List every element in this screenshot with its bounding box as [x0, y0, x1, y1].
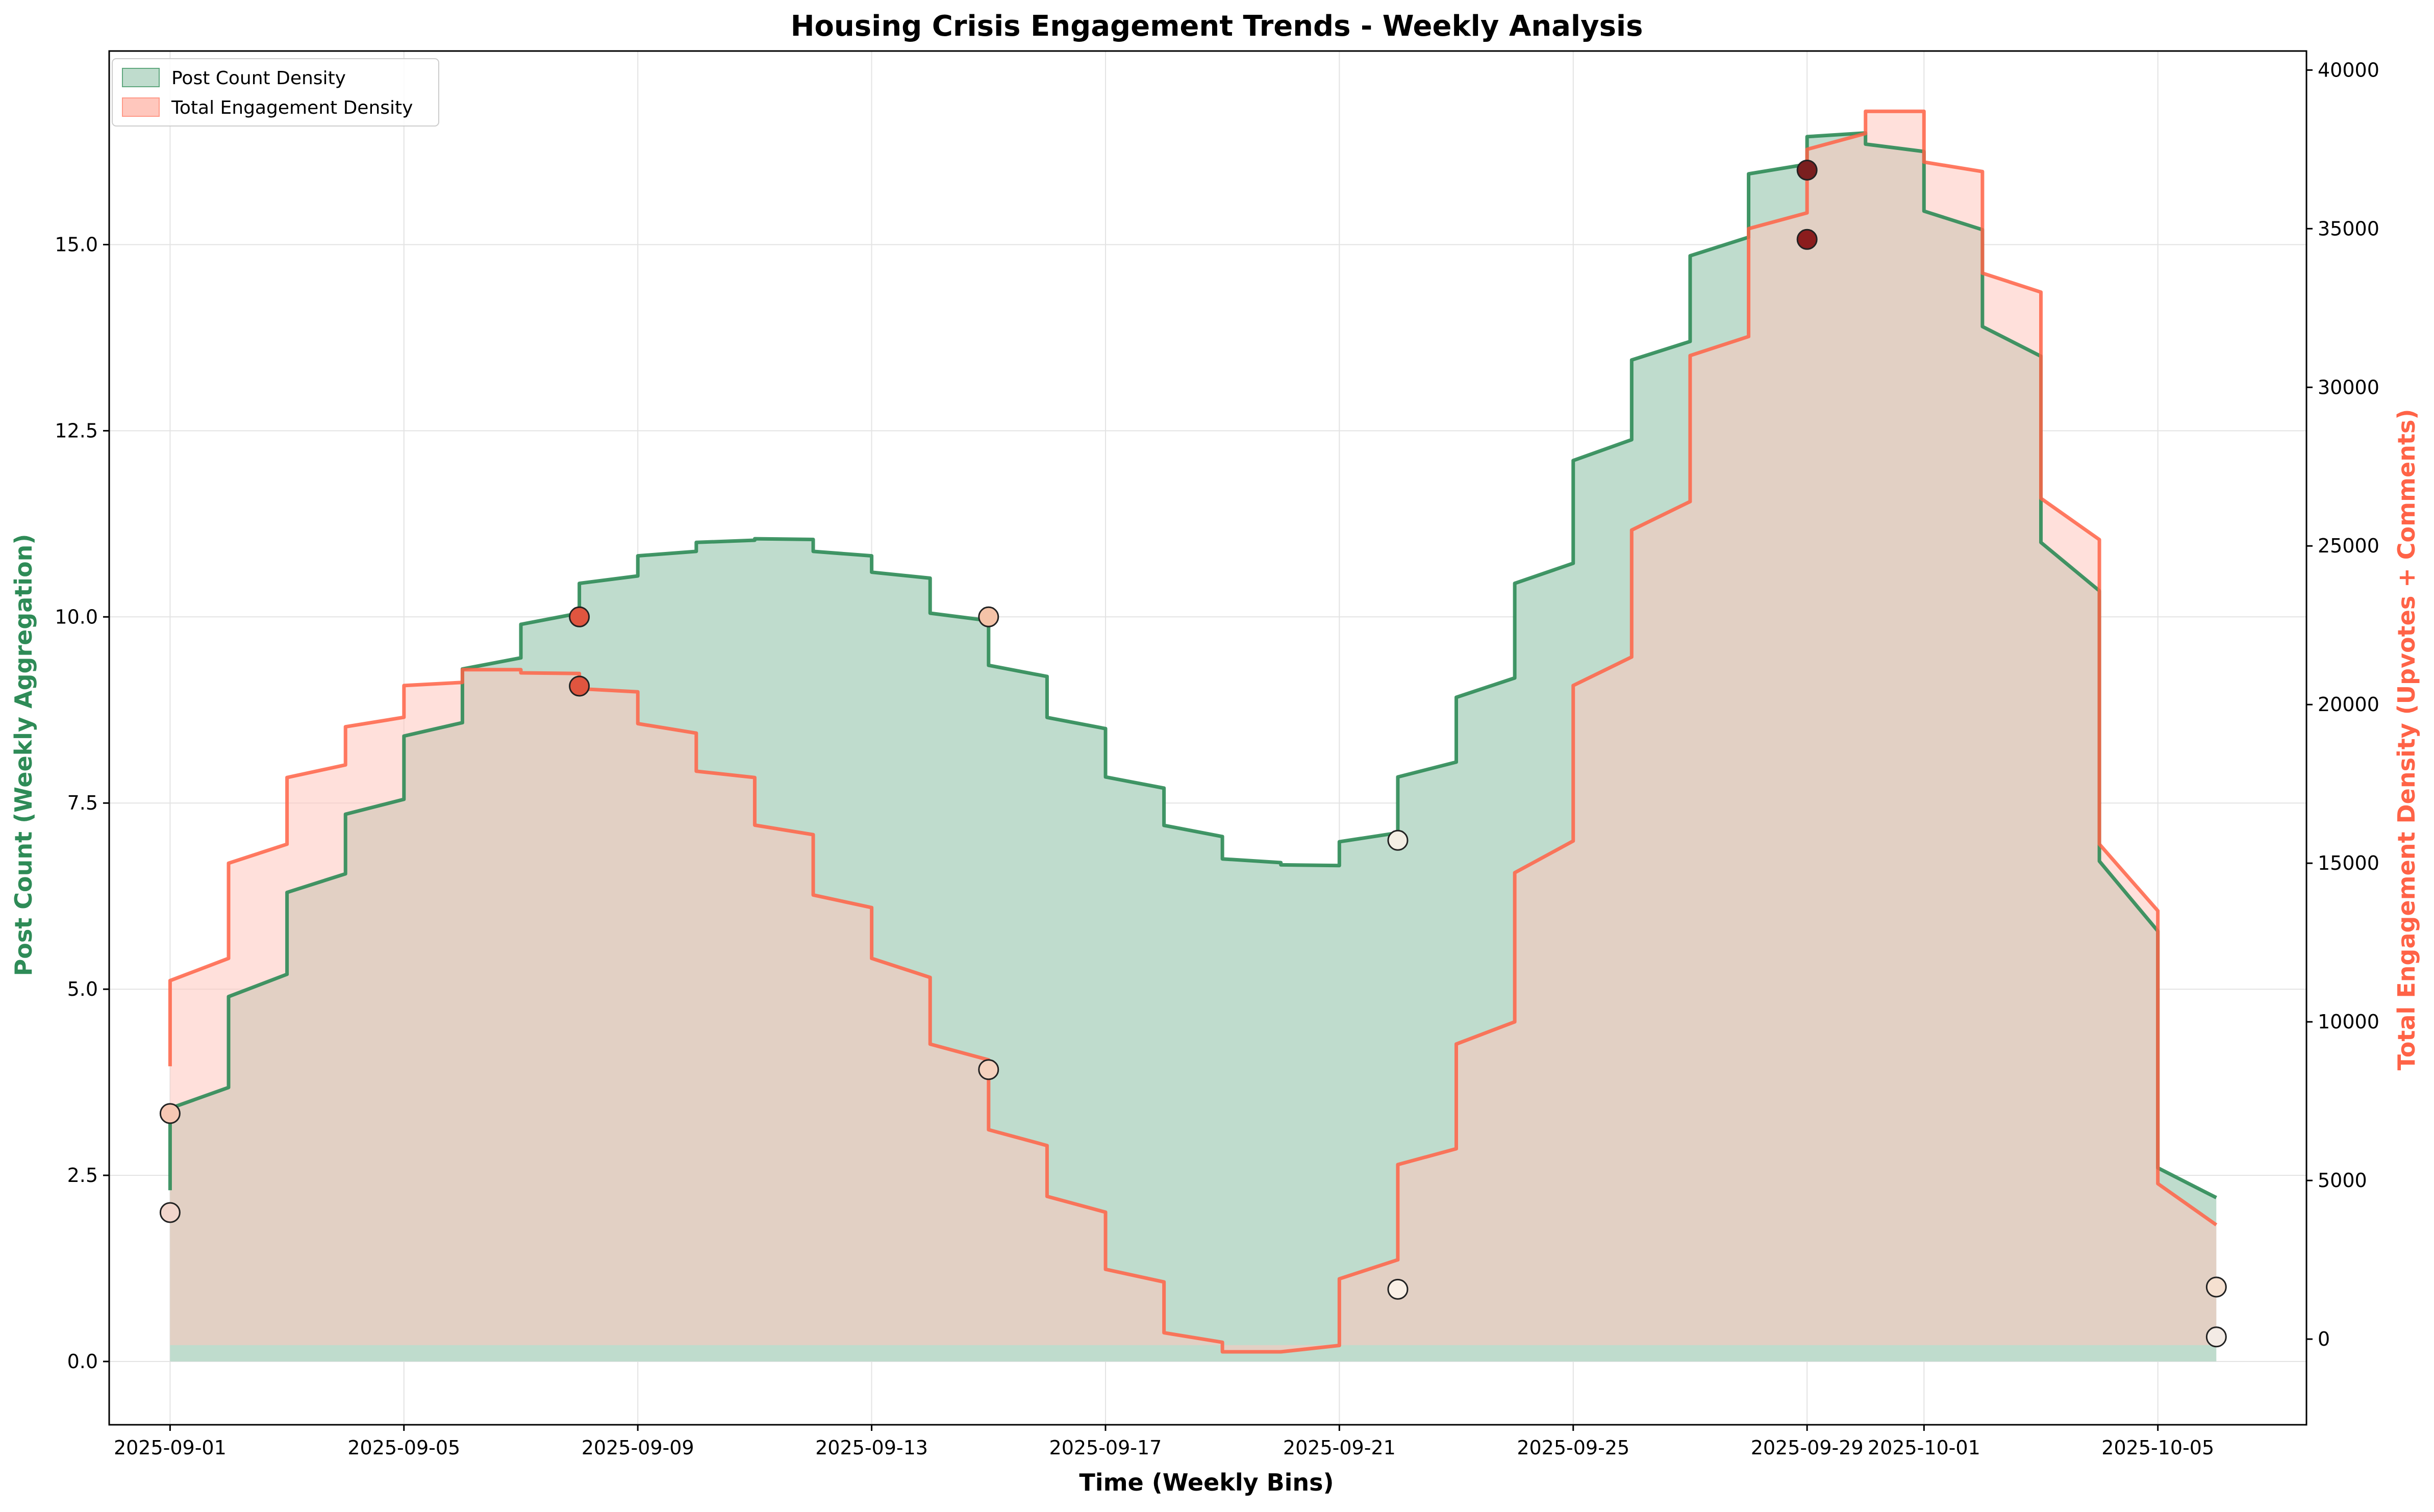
x-tick-label: 2025-09-13	[815, 1437, 928, 1459]
x-tick-label: 2025-10-05	[2101, 1437, 2214, 1459]
data-point-marker	[1796, 160, 1818, 181]
y2-tick-label: 35000	[2318, 217, 2379, 240]
data-point-marker	[1387, 829, 1409, 851]
y2-axis-ticks: 0 5000 10000 15000 20000 25000 30000 35000 40000	[2306, 59, 2379, 1350]
y2-tick-label: 25000	[2318, 535, 2379, 557]
y2-tick-label: 15000	[2318, 852, 2379, 874]
data-point-marker	[569, 606, 590, 627]
data-point-marker	[159, 1202, 181, 1223]
y-tick-label: 2.5	[67, 1164, 98, 1187]
legend: Post Count Density Total Engagement Dens…	[112, 58, 439, 127]
legend-label-engagement: Total Engagement Density	[171, 97, 413, 118]
x-tick-label: 2025-09-09	[582, 1437, 694, 1459]
y2-tick-label: 5000	[2318, 1169, 2367, 1192]
legend-label-posts: Post Count Density	[171, 68, 346, 89]
plot-frame	[108, 50, 2307, 1426]
y2-tick-label: 40000	[2318, 59, 2379, 81]
series-line-engagement	[168, 109, 2218, 1354]
area-fills	[170, 111, 2217, 1362]
x-tick-label: 2025-09-21	[1283, 1437, 1396, 1459]
x-axis-ticks: 2025-09-01 2025-09-05 2025-09-09 2025-09-13…	[114, 1425, 2214, 1459]
data-point-marker	[569, 675, 590, 697]
markers	[159, 160, 2227, 1348]
data-point-marker	[2205, 1276, 2227, 1298]
legend-swatch-engagement	[122, 97, 160, 117]
x-tick-label: 2025-09-25	[1517, 1437, 1629, 1459]
y-tick-label: 7.5	[67, 792, 98, 814]
y-tick-label: 12.5	[55, 419, 98, 442]
x-axis-label: Time (Weekly Bins)	[1079, 1469, 1334, 1496]
x-tick-label: 2025-09-17	[1049, 1437, 1162, 1459]
y-tick-label: 15.0	[55, 234, 98, 256]
y2-axis-label: Total Engagement Density (Upvotes + Comm…	[2393, 409, 2420, 1071]
x-tick-label: 2025-10-01	[1868, 1437, 1980, 1459]
y-axis-ticks: 0.0 2.5 5.0 7.5 10.0 12.5 15.0	[55, 234, 109, 1373]
legend-swatch-posts	[122, 68, 160, 87]
legend-box	[112, 58, 439, 127]
y-tick-label: 0.0	[67, 1350, 98, 1373]
data-point-marker	[978, 606, 999, 627]
data-point-marker	[1796, 229, 1818, 250]
y-axis-label: Post Count (Weekly Aggregation)	[10, 534, 37, 976]
x-tick-label: 2025-09-05	[347, 1437, 460, 1459]
data-point-marker	[159, 1103, 181, 1124]
chart-title: Housing Crisis Engagement Trends - Weekl…	[791, 10, 1643, 43]
data-point-marker	[978, 1059, 999, 1080]
data-point-marker	[1387, 1278, 1409, 1300]
y2-tick-label: 0	[2318, 1328, 2330, 1350]
y2-tick-label: 20000	[2318, 693, 2379, 716]
y2-tick-label: 30000	[2318, 376, 2379, 398]
y2-tick-label: 10000	[2318, 1011, 2379, 1033]
y-tick-label: 10.0	[55, 606, 98, 628]
x-tick-label: 2025-09-01	[114, 1437, 227, 1459]
area-fill-engagement	[170, 111, 2217, 1352]
series-line-posts	[168, 131, 2217, 1199]
series-lines	[168, 109, 2218, 1354]
y-tick-label: 5.0	[67, 978, 98, 1000]
x-tick-label: 2025-09-29	[1751, 1437, 1864, 1459]
data-point-marker	[2205, 1326, 2227, 1348]
